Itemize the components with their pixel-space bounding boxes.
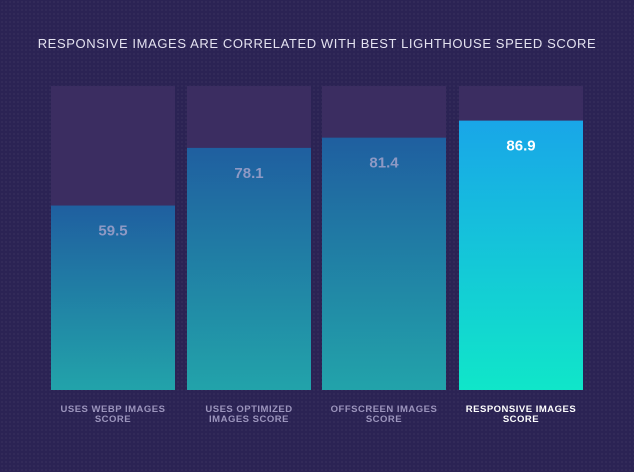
category-label: SCORE: [366, 414, 402, 425]
bar-value-label: 59.5: [98, 223, 127, 240]
bar: [322, 137, 446, 390]
category-label: USES OPTIMIZED: [205, 404, 292, 415]
category-label: OFFSCREEN IMAGES: [331, 404, 438, 415]
bar: [187, 147, 311, 390]
bar: [459, 120, 583, 391]
bar: [51, 205, 175, 390]
category-label: USES WEBP IMAGES: [61, 404, 166, 415]
bar-value-label: 86.9: [506, 138, 535, 155]
bar-value-label: 81.4: [369, 155, 399, 172]
category-label: RESPONSIVE IMAGES: [466, 404, 576, 415]
category-label: SCORE: [95, 414, 131, 425]
category-label: IMAGES SCORE: [209, 414, 289, 425]
chart-title: RESPONSIVE IMAGES ARE CORRELATED WITH BE…: [37, 36, 597, 51]
bar-value-label: 78.1: [234, 165, 263, 182]
category-label: SCORE: [503, 414, 539, 425]
